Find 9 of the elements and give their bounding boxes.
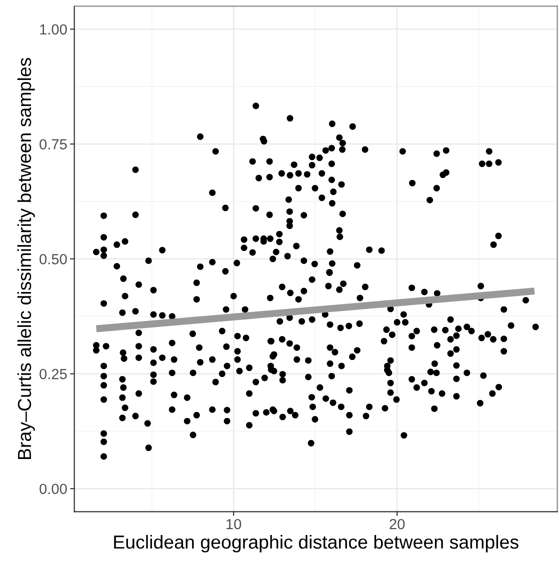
y-tick-label: 1.00 xyxy=(40,24,67,35)
y-axis-title: Bray–Curtis allelic dissimilarity between samples xyxy=(17,58,35,459)
y-tick-label: 0.25 xyxy=(40,368,67,380)
y-tick-label: 0.75 xyxy=(40,139,67,150)
x-tick-label: 20 xyxy=(390,518,405,530)
y-tick-label: 0.00 xyxy=(40,484,67,494)
x-axis-title: Euclidean geographic distance between samples xyxy=(114,534,518,552)
x-tick-label: 10 xyxy=(226,518,242,530)
y-tick-label: 0.50 xyxy=(40,254,67,264)
